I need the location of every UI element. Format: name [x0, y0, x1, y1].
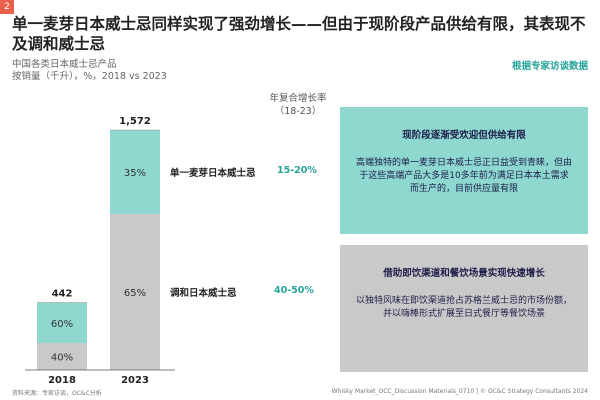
insight-card-blended: 借助即饮渠道和餐饮场景实现快速增长 以独特风味在即饮渠道抢占苏格兰威士忌的市场份…: [340, 245, 588, 372]
cagr-value-single-malt: 15-20%: [277, 165, 317, 176]
insight-card-body: 高端独特的单一麦芽日本威士忌正日益受到青睐，但由于这些高端产品大多是10多年前为…: [356, 158, 573, 194]
chart-units: 按销量（千升），%，2018 vs 2023: [12, 71, 167, 82]
insight-card-single-malt: 现阶段逐渐受欢迎但供给有限 高端独特的单一麦芽日本威士忌正日益受到青睐，但由于这…: [340, 107, 588, 234]
footer-copyright: Whisky Market_OCC_Discussion Materials_0…: [331, 388, 588, 395]
footer-source: 资料来源：专家访谈，OC&C分析: [12, 390, 102, 397]
page-title: 单一麦芽日本威士忌同样实现了强劲增长——但由于现阶段产品供给有限，其表现不及调和…: [12, 15, 586, 53]
x-tick-label: 2023: [121, 375, 149, 386]
series-label-single-malt: 单一麦芽日本威士忌: [170, 168, 256, 179]
bar-segment-single-malt: [110, 130, 160, 214]
cagr-header: 年复合增长率 （18-23）: [269, 93, 327, 117]
total-label: 442: [52, 289, 73, 300]
insight-card-body: 以独特风味在即饮渠道抢占苏格兰威士忌的市场份额，并以嗨棒形式扩展至日式餐厅等餐饮…: [356, 296, 573, 319]
data-label-single-malt: 35%: [124, 168, 146, 179]
bar-segment-blended: [37, 343, 87, 370]
x-tick-label: 2018: [48, 375, 76, 386]
page-number-badge: 2: [0, 0, 14, 14]
bar-segment-blended: [110, 214, 160, 370]
bar-segment-single-malt: [37, 302, 87, 344]
insight-card-heading: 借助即饮渠道和餐饮场景实现快速增长: [383, 268, 545, 279]
data-label-blended: 65%: [124, 288, 146, 299]
series-label-blended: 调和日本威士忌: [170, 288, 237, 299]
chart-subtitle: 中国各类日本威士忌产品: [12, 59, 117, 70]
data-label-blended: 40%: [51, 353, 73, 364]
data-label-single-malt: 60%: [51, 319, 73, 330]
source-tag: 根据专家访谈数据: [511, 61, 588, 72]
cagr-value-blended: 40-50%: [274, 285, 314, 296]
total-label: 1,572: [119, 116, 151, 127]
insight-card-heading: 现阶段逐渐受欢迎但供给有限: [402, 130, 526, 141]
